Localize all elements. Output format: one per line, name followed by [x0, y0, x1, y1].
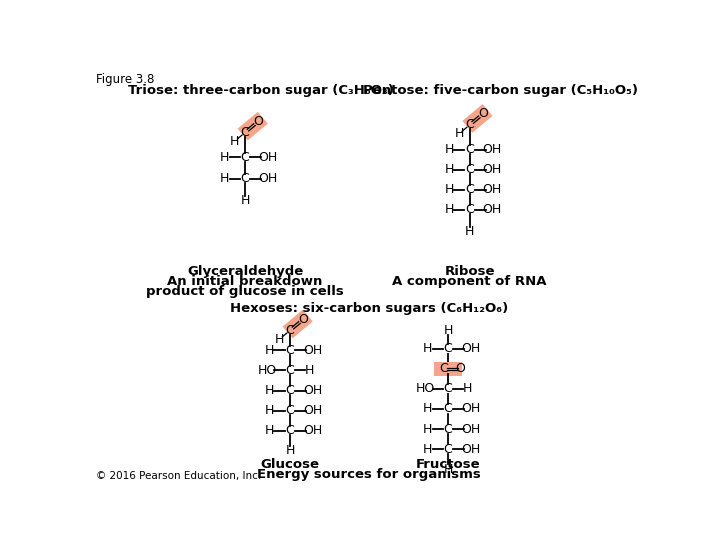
Text: OH: OH: [303, 384, 322, 397]
Text: O: O: [456, 362, 465, 375]
Text: OH: OH: [482, 143, 502, 156]
Text: HO: HO: [416, 382, 435, 395]
Text: Triose: three-carbon sugar (C₃H₆O₃): Triose: three-carbon sugar (C₃H₆O₃): [127, 84, 393, 98]
Text: C: C: [465, 183, 474, 196]
Text: product of glucose in cells: product of glucose in cells: [146, 285, 344, 298]
Text: HO: HO: [258, 364, 277, 377]
Text: C: C: [286, 344, 294, 357]
Text: C: C: [439, 362, 448, 375]
Text: OH: OH: [258, 172, 277, 185]
Text: OH: OH: [303, 424, 322, 437]
Text: H: H: [423, 342, 433, 355]
Text: C: C: [286, 324, 294, 337]
Text: C: C: [286, 404, 294, 417]
Text: C: C: [286, 424, 294, 437]
Text: H: H: [463, 382, 472, 395]
Text: C: C: [465, 143, 474, 156]
Text: OH: OH: [482, 203, 502, 216]
Polygon shape: [462, 104, 492, 133]
Text: OH: OH: [303, 404, 322, 417]
Text: H: H: [444, 463, 453, 476]
Text: H: H: [445, 183, 454, 196]
Text: Fructose: Fructose: [415, 458, 480, 471]
Text: A component of RNA: A component of RNA: [392, 275, 547, 288]
Text: H: H: [230, 135, 239, 148]
Text: C: C: [240, 151, 249, 164]
FancyBboxPatch shape: [434, 362, 462, 376]
Text: OH: OH: [482, 183, 502, 196]
Text: H: H: [220, 151, 230, 164]
Text: An initial breakdown: An initial breakdown: [167, 275, 323, 288]
Text: Figure 3.8: Figure 3.8: [96, 72, 155, 85]
Text: H: H: [220, 172, 230, 185]
Text: OH: OH: [461, 402, 480, 415]
Text: C: C: [444, 443, 452, 456]
Polygon shape: [282, 310, 312, 339]
Text: Glucose: Glucose: [261, 458, 320, 471]
Text: H: H: [285, 444, 294, 457]
Text: C: C: [444, 422, 452, 436]
Text: H: H: [423, 402, 433, 415]
Text: H: H: [445, 143, 454, 156]
Text: C: C: [465, 203, 474, 216]
Text: Energy sources for organisms: Energy sources for organisms: [257, 468, 481, 481]
Text: H: H: [265, 384, 274, 397]
Text: H: H: [240, 194, 250, 207]
Text: C: C: [444, 342, 452, 355]
Text: O: O: [253, 115, 263, 128]
Text: Ribose: Ribose: [444, 265, 495, 278]
Text: Glyceraldehyde: Glyceraldehyde: [187, 265, 303, 278]
Text: H: H: [444, 324, 453, 337]
Text: C: C: [444, 382, 452, 395]
Text: H: H: [465, 225, 474, 238]
Text: C: C: [286, 384, 294, 397]
Text: H: H: [265, 424, 274, 437]
Text: C: C: [286, 364, 294, 377]
Text: O: O: [298, 313, 308, 326]
Text: OH: OH: [258, 151, 277, 164]
Text: OH: OH: [461, 422, 480, 436]
Text: C: C: [465, 118, 474, 131]
Text: OH: OH: [303, 344, 322, 357]
Text: Pentose: five-carbon sugar (C₅H₁₀O₅): Pentose: five-carbon sugar (C₅H₁₀O₅): [364, 84, 638, 98]
Text: H: H: [265, 404, 274, 417]
Text: OH: OH: [482, 163, 502, 176]
Text: © 2016 Pearson Education, Inc.: © 2016 Pearson Education, Inc.: [96, 471, 261, 481]
Text: C: C: [240, 172, 249, 185]
Text: C: C: [444, 402, 452, 415]
Text: H: H: [265, 344, 274, 357]
Text: H: H: [274, 333, 284, 346]
Text: H: H: [454, 127, 464, 140]
Text: H: H: [445, 163, 454, 176]
Text: H: H: [445, 203, 454, 216]
Text: H: H: [305, 364, 314, 377]
Polygon shape: [238, 112, 268, 140]
Text: O: O: [478, 107, 487, 120]
Text: H: H: [423, 443, 433, 456]
Text: OH: OH: [461, 443, 480, 456]
Text: C: C: [465, 163, 474, 176]
Text: C: C: [240, 126, 249, 139]
Text: OH: OH: [461, 342, 480, 355]
Text: Hexoses: six-carbon sugars (C₆H₁₂O₆): Hexoses: six-carbon sugars (C₆H₁₂O₆): [230, 302, 508, 315]
Text: H: H: [423, 422, 433, 436]
